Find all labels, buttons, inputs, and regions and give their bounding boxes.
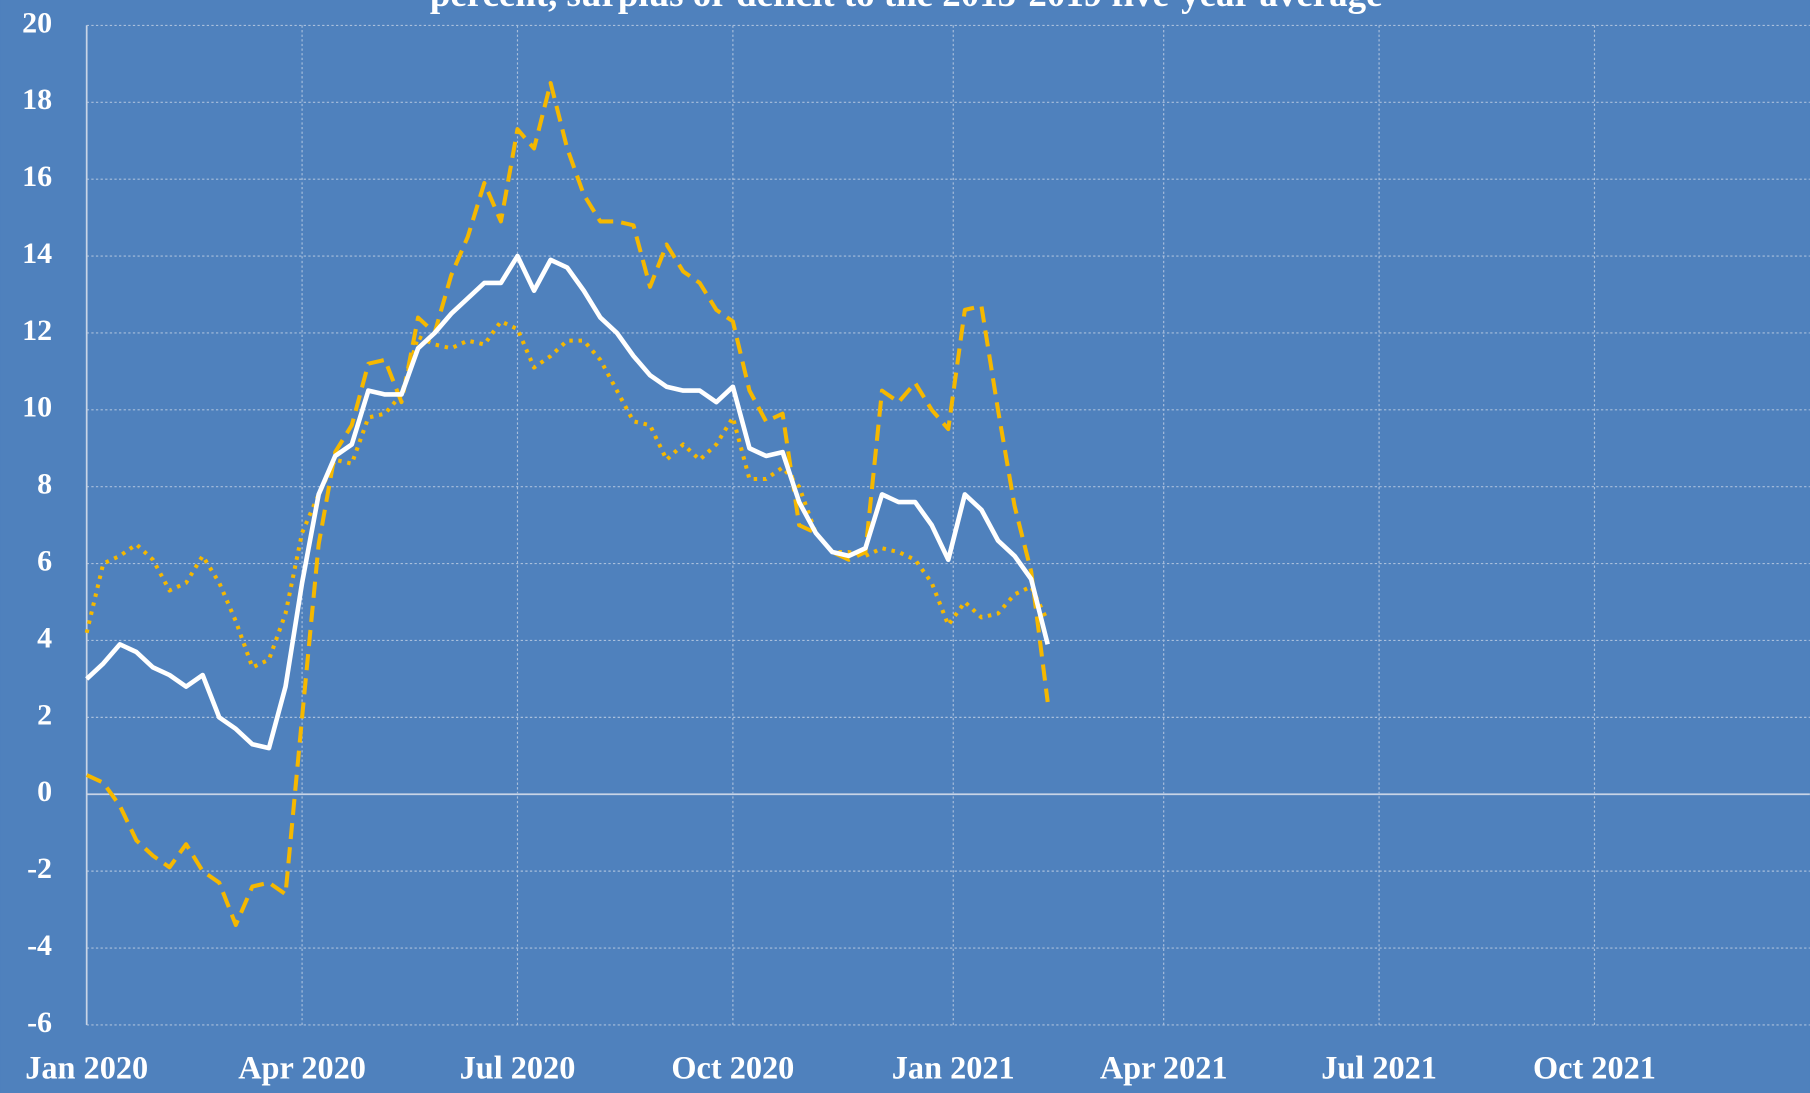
x-tick-label: Apr 2020 xyxy=(238,1049,366,1085)
x-tick-label: Jul 2021 xyxy=(1321,1049,1437,1085)
series-line xyxy=(85,253,1050,751)
y-tick-label: 18 xyxy=(22,83,52,116)
y-tick-label: 4 xyxy=(37,621,52,654)
y-tick-label: 10 xyxy=(22,391,52,424)
y-tick-label: 12 xyxy=(22,314,52,347)
y-tick-label: 16 xyxy=(22,160,52,193)
y-tick-label: 6 xyxy=(37,544,52,577)
y-tick-label: -4 xyxy=(27,929,52,962)
x-tick-label: Jul 2020 xyxy=(460,1049,576,1085)
y-tick-label: -6 xyxy=(27,1006,52,1039)
x-tick-label: Apr 2021 xyxy=(1100,1049,1228,1085)
y-tick-label: 20 xyxy=(22,6,52,39)
y-tick-label: -2 xyxy=(27,852,52,885)
y-tick-label: 8 xyxy=(37,468,52,501)
y-tick-label: 0 xyxy=(37,775,52,808)
y-tick-label: 14 xyxy=(22,237,52,270)
y-tick-label: 2 xyxy=(37,698,52,731)
chart-title: percent, surplus or deficit to the 2015-… xyxy=(430,0,1383,14)
x-tick-label: Oct 2020 xyxy=(671,1049,794,1085)
x-tick-label: Jan 2020 xyxy=(25,1049,148,1085)
series-line xyxy=(85,81,1050,927)
x-tick-label: Jan 2021 xyxy=(892,1049,1015,1085)
x-tick-label: Oct 2021 xyxy=(1533,1049,1656,1085)
